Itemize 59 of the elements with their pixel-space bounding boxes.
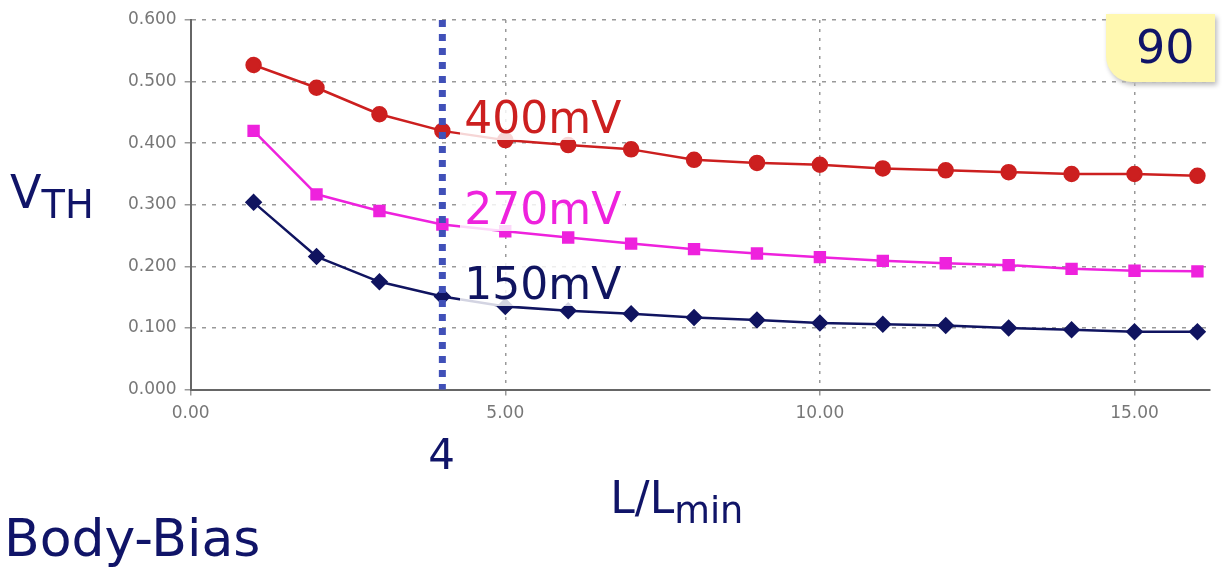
point [308,79,325,97]
series-label: 400mV [463,92,623,144]
point [1189,167,1206,185]
point [687,242,701,256]
point [685,151,703,169]
point [1000,319,1017,337]
point [624,237,638,250]
series-label: 150mV [463,258,623,310]
text: Body-Bias [4,508,261,568]
x-tick-label: 15.00 [1110,402,1159,423]
point [685,309,703,326]
y-axis-title: V$_{TH}$ [10,164,94,227]
x-tick-label: 5.00 [486,402,525,423]
point [245,56,262,74]
point [1189,323,1206,340]
y-tick-label: 0.000 [128,378,177,399]
y-tick-label: 0.400 [128,131,177,152]
point [1002,258,1015,272]
point [245,194,262,211]
point [876,254,890,268]
point [1126,323,1143,340]
series-label: 270mV [463,183,623,235]
point [1063,165,1080,183]
point [1063,321,1080,339]
point [1128,264,1141,277]
point [622,305,640,323]
point [308,248,325,265]
y-tick-label: 0.300 [128,193,177,214]
y-tick-label: 0.500 [128,70,177,91]
point [310,188,323,201]
point [622,141,640,158]
x-axis-title: L/L$_{min}$ [610,471,744,532]
point [811,314,829,332]
point [247,124,260,138]
point [750,247,764,260]
point [1000,163,1017,181]
point [1126,165,1143,183]
point [373,204,386,218]
x-tick-label: 0.00 [171,402,210,423]
point [1065,262,1078,276]
y-tick-label: 0.200 [128,254,177,275]
point [748,311,766,329]
point [939,257,952,270]
y-tick-label: 0.100 [128,316,177,337]
ref-line-label: 4 [428,429,456,479]
point [562,231,575,244]
x-tick-label: 10.00 [795,402,845,423]
annotation: 90 [1106,14,1215,82]
point [371,273,388,291]
point [874,316,892,333]
point [1191,265,1204,278]
y-tick-label: 0.600 [128,8,177,29]
point [813,250,827,264]
point [937,317,954,334]
point [937,162,954,179]
point [748,154,766,172]
point [811,156,829,174]
point [874,160,892,177]
point [371,106,388,123]
